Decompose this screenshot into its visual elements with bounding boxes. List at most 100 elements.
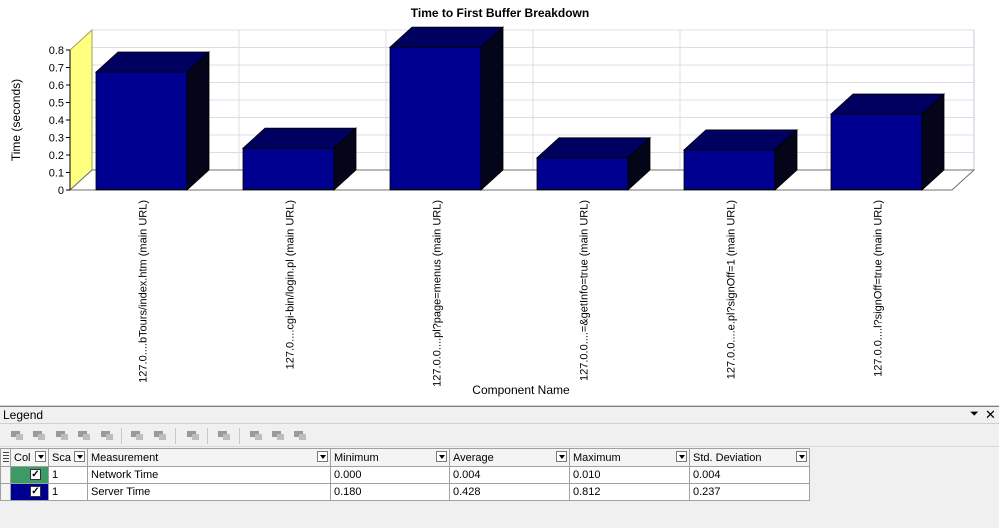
bar-group [829,93,946,191]
legend-header-row: Col Sca Measurement Minimum Average Maxi… [0,448,810,467]
minimum-cell: 0.000 [330,466,450,484]
toolbar-export-icon[interactable] [130,429,144,441]
series-color-swatch[interactable]: ✓ [10,466,49,484]
average-cell: 0.004 [449,466,570,484]
chevron-down-icon[interactable] [796,451,807,462]
close-icon[interactable]: ✕ [985,407,996,422]
toolbar-columns-icon[interactable] [217,429,231,441]
y-tick-label: 0.1 [49,168,64,180]
bar-server-time [536,157,629,190]
column-header-measurement[interactable]: Measurement [87,448,331,467]
toolbar-hide-icon[interactable] [32,429,46,441]
bar-group [241,127,358,191]
chart-area: 0 0.1 0.2 0.3 0.4 0.5 0.6 0.7 0.8 Time to First B… [9,6,976,397]
std-deviation-cell: 0.004 [689,466,810,484]
x-tick-label: 127.0.0....l?signOff=true (main URL) [873,200,885,377]
column-header-label: Average [453,451,494,464]
toolbar-print-icon[interactable] [186,429,200,441]
x-tick-label: 127.0.0....=&getInfo=true (main URL) [579,200,591,381]
bar-server-time [95,71,188,190]
column-header-scale[interactable]: Sca [48,448,88,467]
chevron-down-icon[interactable] [74,451,85,462]
bar-side-face [186,51,210,191]
maximum-cell: 0.010 [569,466,690,484]
measurement-cell: Network Time [87,466,331,484]
legend-titlebar: Legend ⏷ ✕ [0,407,999,424]
bar-side-face [333,127,357,191]
x-tick-label: 127.0....bTours/index.htm (main URL) [138,200,150,383]
average-cell: 0.428 [449,483,570,501]
toolbar-collapse-icon[interactable] [271,429,285,441]
x-tick-label: 127.0.0....e.pl?signOff=1 (main URL) [726,200,738,379]
toolbar-config-icon[interactable] [10,429,24,441]
column-header-label: Minimum [334,451,379,464]
visibility-checkbox[interactable]: ✓ [30,469,41,480]
toolbar-copy-icon[interactable] [153,429,167,441]
column-header-color[interactable]: Col [10,448,49,467]
chevron-down-icon[interactable] [556,451,567,462]
x-tick-label: 127.0....cgi-bin/login.pl (main URL) [285,200,297,369]
bar-side-face [480,26,504,191]
x-tick-label: 127.0.0....pl?page=menus (main URL) [432,200,444,387]
bar-server-time [830,113,923,190]
column-header-label: Std. Deviation [693,451,762,464]
row-grip[interactable] [0,466,11,484]
bar-side-face [774,129,798,191]
toolbar-filter-icon[interactable] [100,429,114,441]
bar-chart: 0 0.1 0.2 0.3 0.4 0.5 0.6 0.7 0.8 Time to First B… [9,6,976,397]
maximum-cell: 0.812 [569,483,690,501]
bar-server-time [242,147,335,190]
column-header-label: Maximum [573,451,621,464]
x-axis-label: Component Name [472,383,570,397]
bar-group [535,136,652,191]
bar-group [682,129,799,191]
table-row[interactable]: ✓ 1 Server Time 0.180 0.428 0.812 0.237 [0,483,810,501]
y-tick-label: 0.3 [49,133,64,145]
panel-splitter[interactable] [0,404,999,407]
bar-group [94,51,211,191]
column-header-label: Col [14,451,31,464]
column-header-minimum[interactable]: Minimum [330,448,450,467]
toolbar-expand-icon[interactable] [249,429,263,441]
chevron-down-icon[interactable] [436,451,447,462]
series-color-swatch[interactable]: ✓ [10,483,49,501]
visibility-checkbox[interactable]: ✓ [30,486,41,497]
y-axis-label: Time (seconds) [9,79,23,161]
column-header-label: Measurement [91,451,159,464]
legend-toolbar [0,425,999,447]
column-header-std-deviation[interactable]: Std. Deviation [689,448,810,467]
row-grip-header[interactable] [0,448,11,467]
bar-group [388,26,505,191]
std-deviation-cell: 0.237 [689,483,810,501]
table-row[interactable]: ✓ 1 Network Time 0.000 0.004 0.010 0.004 [0,466,810,484]
legend-panel: Legend ⏷ ✕ Col Sca Measurement [0,407,999,528]
column-header-maximum[interactable]: Maximum [569,448,690,467]
chevron-down-icon[interactable] [35,451,46,462]
bar-server-time [389,46,482,190]
y-tick-label: 0.6 [49,80,64,92]
minimum-cell: 0.180 [330,483,450,501]
pin-icon[interactable]: ⏷ [970,408,979,420]
chevron-down-icon[interactable] [676,451,687,462]
y-tick-label: 0.2 [49,150,64,162]
column-header-label: Sca [52,451,71,464]
y-tick-label: 0.8 [49,45,64,57]
column-header-average[interactable]: Average [449,448,570,467]
y-tick-label: 0 [58,185,64,197]
grip-icon [3,452,9,464]
legend-title: Legend [3,408,44,422]
y-tick-label: 0.7 [49,63,64,75]
toolbar-save-icon[interactable] [293,429,307,441]
legend-table: Col Sca Measurement Minimum Average Maxi… [0,448,810,501]
y-tick-label: 0.5 [49,98,64,110]
scale-cell: 1 [48,483,88,501]
scale-cell: 1 [48,466,88,484]
toolbar-link-icon[interactable] [77,429,91,441]
bar-server-time [683,149,776,190]
bar-side-face [921,93,945,191]
chevron-down-icon[interactable] [317,451,328,462]
row-grip[interactable] [0,483,11,501]
toolbar-show-icon[interactable] [55,429,69,441]
measurement-cell: Server Time [87,483,331,501]
chart-title: Time to First Buffer Breakdown [411,6,589,20]
